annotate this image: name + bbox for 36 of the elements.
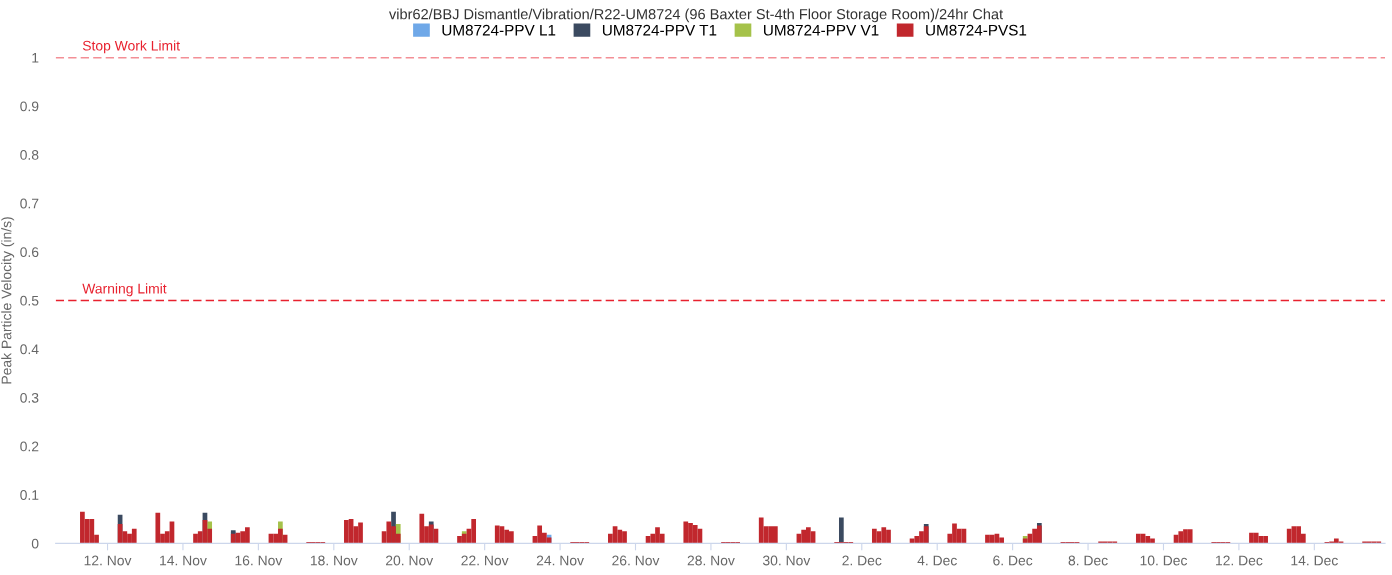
x-tick-label: 12. Nov	[84, 555, 132, 566]
x-tick-label: 12. Dec	[1216, 555, 1263, 566]
chart-title: vibr62/BBJ Dismantle/Vibration/R22-UM8724 (96 Baxter St-4th Floor Storage Room)/24hr Chat	[389, 8, 1003, 23]
y-tick-label: 0.7	[20, 198, 39, 209]
legend-label: UM8724-PPV T1	[602, 24, 717, 36]
ref-line-label: Stop Work Limit	[82, 40, 180, 54]
y-tick-label: 0.3	[20, 392, 39, 403]
x-tick-label: 10. Dec	[1140, 555, 1188, 566]
y-tick-label: 0.6	[20, 247, 39, 258]
y-tick-label: 0.9	[20, 101, 39, 112]
x-tick-label: 18. Nov	[310, 555, 358, 566]
ref-line-label: Warning Limit	[82, 283, 167, 297]
y-tick-label: 0.4	[20, 344, 39, 355]
legend-label: UM8724-PPV L1	[442, 24, 556, 36]
x-tick-label: 28. Nov	[687, 555, 735, 566]
y-tick-label: 0	[31, 538, 39, 549]
y-tick-label: 0.8	[20, 150, 39, 160]
y-tick-label: 0.2	[20, 441, 39, 452]
x-tick-label: 14. Dec	[1291, 555, 1338, 566]
x-tick-label: 4. Dec	[917, 555, 957, 566]
x-tick-label: 6. Dec	[993, 555, 1033, 566]
y-tick-label: 1	[32, 52, 39, 63]
x-tick-label: 30. Nov	[762, 555, 811, 566]
y-axis-title: Peak Particle Velocity (in/s)	[1, 217, 15, 384]
y-tick-label: 0.1	[20, 490, 39, 500]
legend-label: UM8724-PPV V1	[764, 24, 879, 36]
x-tick-label: 14. Nov	[160, 555, 207, 566]
x-tick-label: 16. Nov	[235, 555, 283, 566]
x-tick-label: 26. Nov	[612, 555, 660, 566]
legend-label: UM8724-PVS1	[926, 24, 1027, 36]
x-tick-label: 8. Dec	[1068, 555, 1108, 566]
x-tick-label: 24. Nov	[536, 555, 584, 566]
y-tick-label: 0.5	[20, 295, 39, 306]
x-tick-label: 20. Nov	[386, 555, 434, 566]
x-tick-label: 2. Dec	[842, 555, 882, 566]
x-tick-label: 22. Nov	[461, 555, 509, 566]
